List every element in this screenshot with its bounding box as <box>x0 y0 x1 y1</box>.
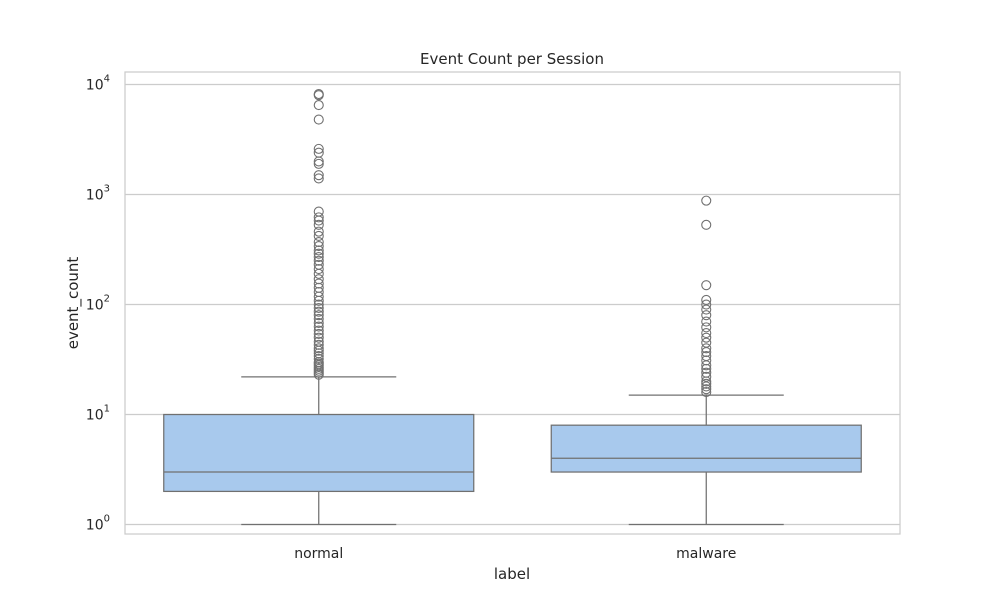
outlier-point <box>313 343 324 354</box>
outlier-point <box>701 310 712 321</box>
iqr-box <box>163 413 475 493</box>
outlier-point <box>313 252 324 263</box>
x-axis-label: label <box>494 565 530 583</box>
outlier-point <box>701 381 712 392</box>
outlier-point <box>313 351 324 362</box>
outlier-point <box>313 236 324 248</box>
outlier-point <box>701 328 712 339</box>
x-tick-label: normal <box>294 546 343 562</box>
outlier-point <box>313 336 324 347</box>
outlier-point <box>701 299 712 310</box>
outlier-point <box>313 310 324 321</box>
outlier-point <box>313 299 324 310</box>
outlier-point <box>701 322 712 333</box>
y-tick-label: 100 <box>86 514 110 534</box>
outlier-point <box>313 317 324 329</box>
iqr-box <box>550 424 862 473</box>
y-tick-exponent: 4 <box>104 74 110 85</box>
y-tick-exponent: 0 <box>104 514 110 525</box>
outlier-point <box>313 255 324 266</box>
chart-title: Event Count per Session <box>420 50 604 68</box>
outlier-point <box>701 378 712 389</box>
outlier-point <box>701 384 712 395</box>
y-tick-label: 104 <box>86 74 110 94</box>
outlier-point <box>313 286 324 298</box>
y-tick-exponent: 1 <box>104 404 110 415</box>
outlier-point <box>313 332 324 343</box>
outlier-point <box>313 274 324 285</box>
box-normal <box>163 88 475 526</box>
outlier-point <box>313 313 324 324</box>
outlier-point <box>313 173 324 184</box>
outlier-point <box>313 241 324 252</box>
outlier-point <box>701 371 712 382</box>
outlier-point <box>701 195 712 206</box>
outlier-point <box>701 387 712 398</box>
outlier-point <box>313 353 324 365</box>
outlier-point <box>701 280 712 291</box>
outlier-point <box>313 170 324 181</box>
outlier-point <box>701 363 712 374</box>
outlier-point <box>313 100 324 111</box>
outlier-point <box>313 147 324 158</box>
outlier-point <box>313 219 324 230</box>
outlier-point <box>313 264 324 275</box>
outlier-point <box>313 206 324 217</box>
outlier-point <box>313 321 324 332</box>
outlier-point <box>313 339 324 350</box>
y-axis-label: event_count <box>64 257 83 350</box>
outlier-point <box>313 278 324 289</box>
outlier-point <box>313 302 324 314</box>
x-tick-labels: normal malware <box>294 546 736 562</box>
outlier-point <box>701 351 712 362</box>
y-tick-label: 103 <box>86 184 110 204</box>
y-tick-label: 102 <box>86 294 110 314</box>
outlier-point <box>313 88 324 100</box>
outlier-point <box>313 306 324 317</box>
outlier-point <box>701 294 712 306</box>
outlier-point <box>313 230 324 242</box>
outlier-point <box>701 367 712 378</box>
box-series <box>163 88 862 526</box>
y-tick-label: 101 <box>86 404 110 424</box>
outlier-point <box>313 248 324 259</box>
outlier-point <box>701 316 712 327</box>
outlier-point <box>701 304 712 315</box>
outlier-point <box>701 343 712 354</box>
outlier-point <box>313 212 324 223</box>
outlier-point <box>313 328 324 340</box>
outlier-point <box>313 325 324 336</box>
outlier-point <box>701 219 712 230</box>
outlier-point <box>313 259 324 270</box>
y-tick-exponent: 3 <box>104 184 110 195</box>
box-malware <box>550 195 862 526</box>
outlier-point <box>701 332 712 343</box>
outlier-point <box>313 114 324 125</box>
outlier-point <box>313 143 324 154</box>
outlier-point <box>313 158 324 169</box>
x-tick-label: malware <box>676 546 736 562</box>
plot-frame <box>124 71 901 535</box>
outlier-point <box>701 337 712 348</box>
y-tick-exponent: 2 <box>104 294 110 305</box>
outlier-point <box>313 226 324 237</box>
